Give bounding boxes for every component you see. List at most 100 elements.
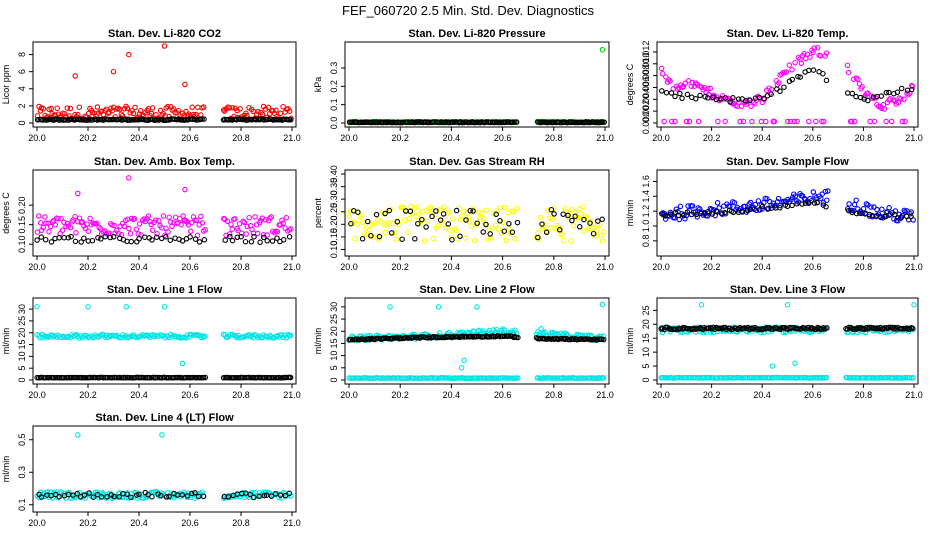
data-point — [268, 493, 275, 499]
data-point — [492, 222, 499, 229]
panel-title: Stan. Dev. Line 2 Flow — [419, 284, 535, 296]
data-point — [182, 186, 188, 193]
y-axis-label: kPa — [313, 77, 323, 93]
data-point — [392, 229, 398, 236]
data-point — [898, 96, 904, 102]
data-point — [886, 324, 892, 331]
data-point — [67, 105, 74, 112]
data-point — [405, 229, 411, 235]
data-point — [461, 357, 467, 364]
data-point — [573, 215, 580, 221]
data-point — [149, 493, 155, 500]
data-point — [142, 234, 148, 240]
data-point — [128, 238, 135, 245]
panel-title: Stan. Dev. Line 3 Flow — [730, 284, 846, 296]
data-point — [154, 231, 160, 237]
data-point — [283, 214, 290, 221]
data-point — [34, 303, 40, 310]
data-point — [56, 235, 62, 241]
data-point — [886, 212, 892, 218]
data-point — [277, 110, 284, 117]
data-point — [695, 118, 702, 125]
data-point — [75, 432, 81, 438]
series-rh — [346, 203, 607, 244]
data-point — [187, 234, 193, 240]
data-point — [509, 229, 516, 235]
data-point — [730, 209, 737, 216]
x-tick-label: 20.6 — [181, 133, 199, 143]
data-point — [403, 375, 409, 381]
data-point — [599, 301, 606, 308]
y-tick-label: 20 — [329, 326, 339, 336]
data-point — [908, 213, 914, 220]
y-tick-label: 0.10 — [329, 241, 339, 259]
data-point — [124, 105, 131, 112]
chart-panel: Stan. Dev. Amb. Box Temp. degrees C 20.0 20… — [1, 156, 301, 272]
data-point — [262, 217, 269, 223]
data-point — [128, 494, 134, 500]
data-point — [52, 222, 59, 228]
data-point — [560, 237, 567, 244]
data-point — [855, 76, 861, 83]
data-point — [251, 494, 257, 501]
data-point — [825, 188, 831, 194]
x-tick-label: 20.6 — [494, 262, 512, 272]
data-point — [87, 215, 93, 222]
series-lower — [348, 206, 605, 243]
data-point — [238, 233, 244, 240]
data-point — [390, 221, 396, 227]
data-point — [860, 206, 867, 212]
data-point — [364, 218, 371, 225]
data-point — [127, 230, 134, 237]
data-point — [866, 211, 873, 218]
data-point — [667, 78, 673, 84]
data-point — [145, 213, 152, 219]
data-point — [160, 213, 167, 219]
data-point — [373, 211, 380, 218]
series-lower — [658, 324, 916, 333]
data-point — [161, 303, 168, 310]
data-point — [759, 206, 765, 212]
data-point — [693, 96, 699, 102]
y-tick-label: 0.10 — [17, 235, 27, 253]
x-tick-label: 20.0 — [28, 133, 46, 143]
data-point — [811, 200, 818, 206]
data-point — [105, 110, 111, 117]
x-tick-label: 21.0 — [283, 390, 301, 400]
data-point — [663, 74, 669, 80]
data-point — [783, 69, 790, 75]
x-tick-label: 20.8 — [232, 390, 250, 400]
data-point — [48, 239, 55, 245]
data-point — [853, 93, 859, 100]
y-tick-label: 0.15 — [17, 216, 27, 234]
data-point — [61, 219, 67, 226]
x-tick-label: 20.0 — [652, 133, 670, 143]
data-point — [243, 231, 249, 237]
data-point — [705, 95, 711, 101]
x-tick-label: 20.0 — [652, 262, 670, 272]
data-point — [883, 89, 890, 96]
data-point — [736, 99, 742, 105]
data-point — [895, 215, 901, 221]
data-point — [735, 96, 742, 102]
y-tick-label: 0.30 — [329, 190, 339, 208]
data-point — [110, 68, 117, 75]
y-tick-label: 5 — [329, 365, 339, 370]
data-point — [111, 493, 117, 500]
data-point — [560, 211, 566, 217]
data-point — [467, 207, 473, 214]
data-point — [474, 333, 480, 340]
data-point — [153, 112, 159, 118]
data-point — [698, 302, 705, 308]
data-point — [593, 227, 600, 234]
data-point — [714, 209, 720, 215]
data-point — [899, 326, 905, 332]
data-point — [136, 236, 142, 242]
data-point — [447, 227, 453, 233]
x-tick-label: 20.6 — [804, 133, 822, 143]
data-point — [190, 374, 196, 381]
data-point — [372, 220, 378, 227]
data-point — [260, 232, 267, 238]
data-point — [590, 224, 596, 231]
